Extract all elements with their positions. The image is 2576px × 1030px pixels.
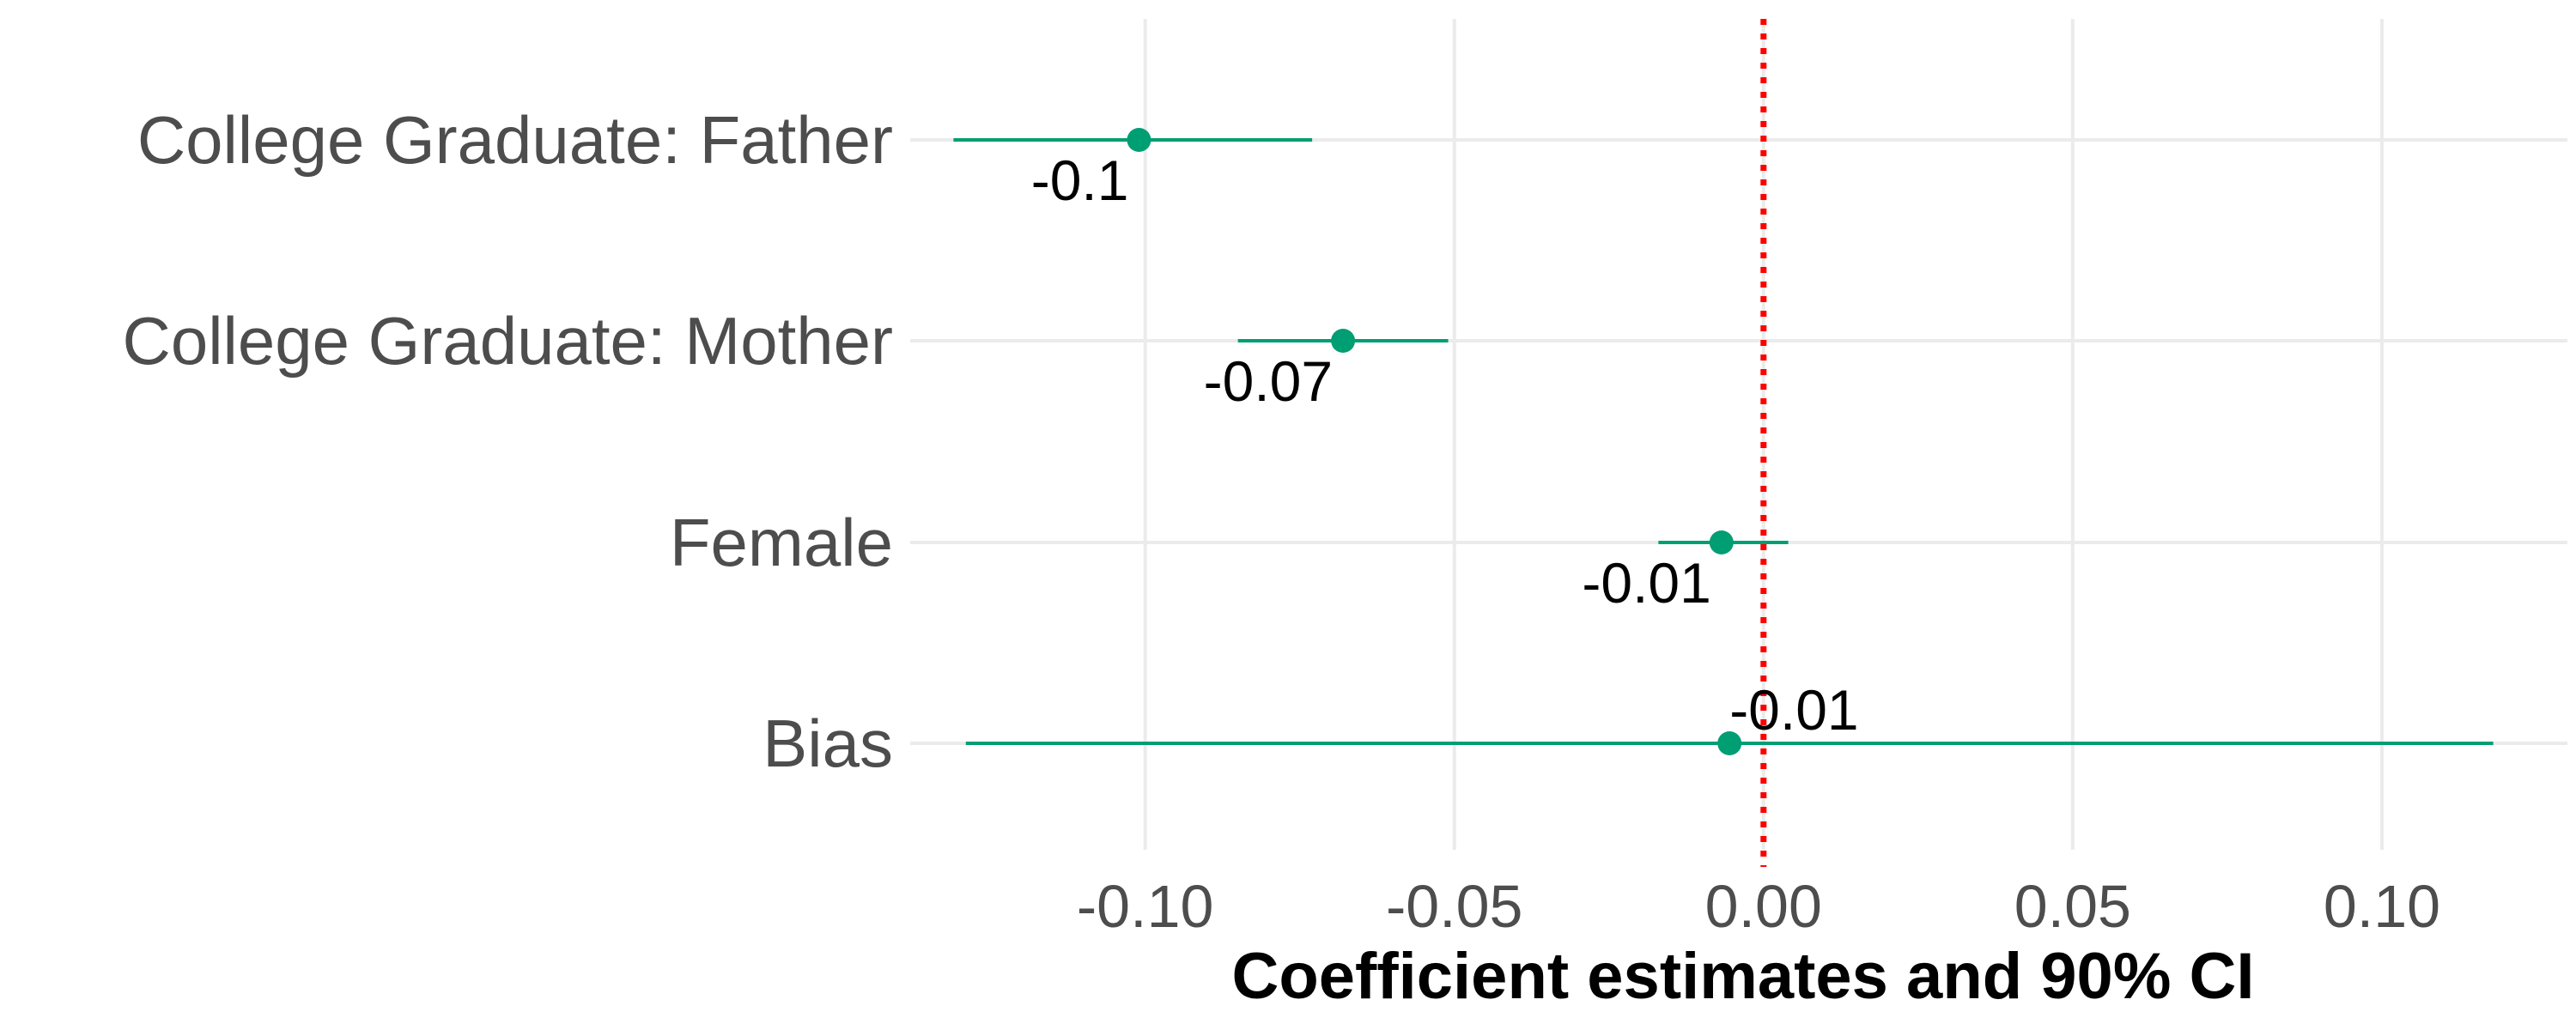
x-tick-label: 0.00	[1705, 873, 1822, 940]
x-axis-title: Coefficient estimates and 90% CI	[1231, 940, 2254, 1013]
y-axis-label: College Graduate: Mother	[123, 303, 894, 379]
estimate-point	[1709, 530, 1734, 554]
y-axis-label: Bias	[762, 706, 893, 781]
y-axis-label: Female	[670, 505, 893, 580]
data-label: -0.07	[1204, 349, 1333, 413]
estimate-point	[1127, 128, 1151, 152]
estimate-point	[1717, 731, 1742, 755]
y-axis-labels: College Graduate: Father College Graduate…	[123, 102, 894, 781]
data-label: -0.01	[1582, 551, 1710, 615]
x-tick-label: -0.05	[1386, 873, 1523, 940]
data-label: -0.01	[1729, 678, 1858, 742]
data-label: -0.1	[1031, 148, 1129, 212]
y-axis-label: College Graduate: Father	[137, 102, 893, 178]
marks-layer: -0.1 -0.07 -0.01 -0.01	[953, 128, 2494, 755]
x-tick-label: 0.10	[2324, 873, 2440, 940]
x-tick-label: 0.05	[2014, 873, 2131, 940]
x-axis-tick-labels: -0.10 -0.05 0.00 0.05 0.10	[1077, 873, 2440, 940]
x-tick-label: -0.10	[1077, 873, 1214, 940]
estimate-point	[1331, 329, 1356, 353]
